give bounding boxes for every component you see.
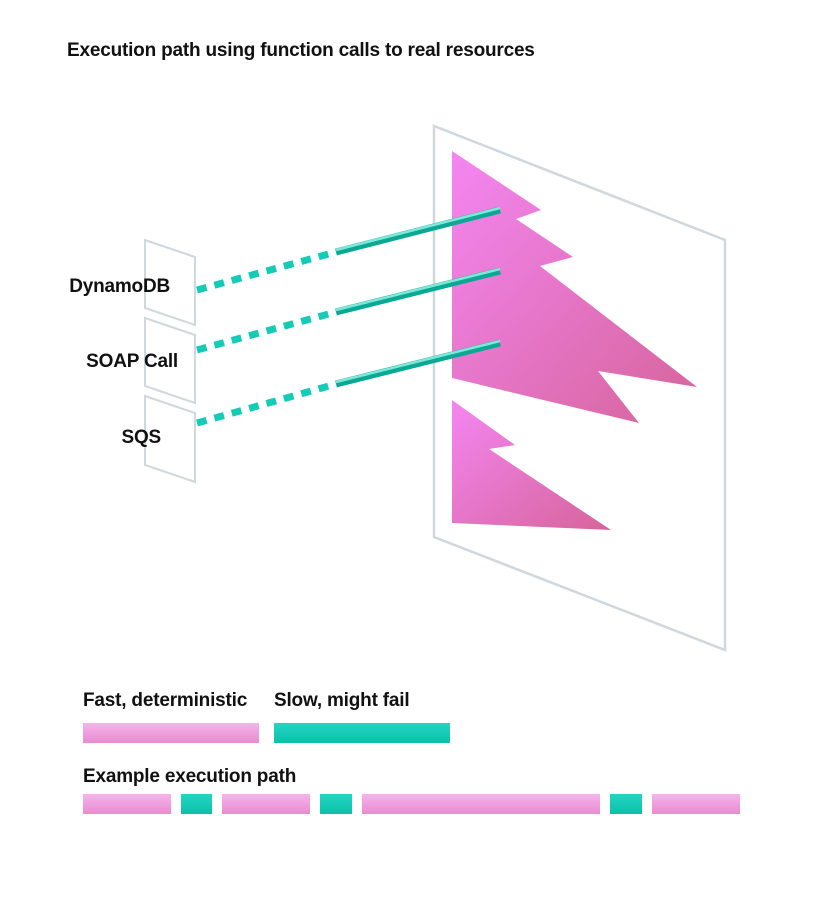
resource-label-soap-call: SOAP Call <box>86 351 178 372</box>
pipe-dash-soap-call <box>300 315 312 325</box>
pipe-dash-sqs <box>196 416 208 427</box>
pipe-dash-dynamodb <box>265 265 277 275</box>
example-path-segment-fast <box>652 794 740 814</box>
resource-panel-sqs <box>144 394 196 484</box>
pipe-dash-dynamodb <box>300 255 312 265</box>
legend-slow-bar <box>274 723 450 743</box>
legend-fast-bar <box>83 723 259 743</box>
pipe-dash-sqs <box>248 402 260 412</box>
example-path-segment-fast <box>362 794 600 814</box>
pipe-dash-dynamodb <box>317 250 330 261</box>
example-path-segment-fast <box>222 794 310 814</box>
pipe-highlight-soap-call <box>335 267 501 312</box>
pipe-dash-dynamodb <box>213 279 225 289</box>
execution-flame-upper <box>452 151 697 423</box>
pipe-dash-soap-call <box>213 339 225 349</box>
call-pipes <box>196 206 501 427</box>
pipe-dash-sqs <box>213 412 225 422</box>
pipe-dash-dynamodb <box>282 260 295 270</box>
pipe-dash-sqs <box>265 397 278 407</box>
example-path-segment-slow <box>320 794 352 814</box>
pipe-dash-soap-call <box>248 329 260 340</box>
legend-slow-label: Slow, might fail <box>274 690 410 711</box>
legend-fast-label: Fast, deterministic <box>83 690 248 711</box>
example-path-label: Example execution path <box>83 766 297 787</box>
pipe-dash-sqs <box>317 382 330 393</box>
pipe-dash-soap-call <box>317 310 330 321</box>
example-path-segment-slow <box>610 794 642 814</box>
pipe-dash-soap-call <box>265 325 277 335</box>
pipe-dash-sqs <box>230 407 243 417</box>
resource-label-sqs: SQS <box>121 427 161 448</box>
pipe-highlight-sqs <box>335 339 501 384</box>
diagram-title: Execution path using function calls to r… <box>67 40 535 61</box>
resource-panel-dynamodb <box>144 238 196 327</box>
pipe-dash-dynamodb <box>248 269 260 280</box>
pipe-dash-sqs <box>300 387 312 398</box>
resource-label-dynamodb: DynamoDB <box>69 276 170 297</box>
pipe-solid-dynamodb <box>335 206 501 256</box>
pipe-dash-dynamodb <box>230 274 243 284</box>
pipe-dash-dynamodb <box>196 284 208 294</box>
pipe-dash-soap-call <box>282 320 295 330</box>
example-path-segment-fast <box>83 794 171 814</box>
execution-flame-lower <box>452 400 611 530</box>
pipe-highlight-dynamodb <box>335 206 501 252</box>
pipe-dash-soap-call <box>196 344 208 354</box>
pipe-solid-soap-call <box>335 267 501 316</box>
resource-panel-soap-call <box>144 316 196 405</box>
pipe-solid-sqs <box>335 339 501 388</box>
example-path-segment-slow <box>181 794 212 814</box>
pipe-dash-sqs <box>282 392 295 402</box>
pipe-dash-soap-call <box>230 334 243 344</box>
